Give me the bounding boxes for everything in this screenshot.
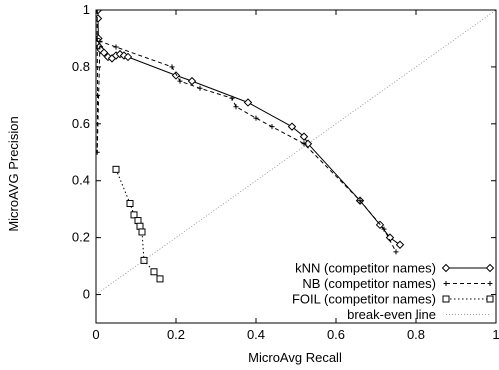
plot-area	[96, 10, 496, 295]
series-line	[96, 10, 397, 253]
data-point	[177, 78, 183, 84]
data-point	[156, 275, 164, 283]
data-point	[97, 38, 103, 44]
legend-label: break-even line	[347, 307, 436, 322]
legend-swatch-marker	[442, 295, 450, 303]
data-point	[123, 52, 133, 62]
data-point	[393, 249, 399, 255]
legend-swatch-marker	[441, 263, 451, 273]
legend-label: kNN (competitor names)	[295, 261, 436, 276]
data-point	[171, 71, 181, 80]
y-tick-label: 0.2	[72, 230, 90, 245]
data-point	[287, 122, 297, 131]
series-line	[97, 10, 401, 246]
data-point	[169, 64, 175, 70]
legend-swatch-marker	[486, 295, 494, 303]
data-point	[138, 228, 146, 236]
y-tick-label: 0	[83, 287, 90, 302]
data-point	[99, 48, 109, 57]
data-point	[357, 198, 363, 204]
axes: 0 0.2 0.4 0.6 0.8 1 0 0.2 0.4 0.6 0.8 1	[72, 2, 499, 342]
x-tick-label: 1	[492, 327, 499, 342]
data-point	[253, 115, 259, 121]
data-point	[113, 44, 119, 50]
x-tick-label: 0	[92, 327, 99, 342]
series-line	[96, 10, 496, 295]
data-point	[96, 92, 101, 98]
x-tick-label: 0.8	[407, 327, 425, 342]
data-point	[269, 124, 275, 130]
legend-swatch-marker	[485, 263, 495, 273]
legend-entry: NB (competitor names)	[302, 276, 493, 291]
data-point	[136, 222, 144, 230]
x-tick-label: 0.6	[327, 327, 345, 342]
data-point	[299, 132, 309, 141]
y-axis-label: MicroAVG Precision	[6, 116, 21, 231]
data-point	[301, 141, 307, 147]
data-point	[96, 35, 100, 41]
legend-label: NB (competitor names)	[302, 276, 436, 291]
series-line	[115, 169, 161, 280]
data-point	[197, 85, 203, 91]
x-tick-label: 0.2	[167, 327, 185, 342]
series-1	[96, 10, 399, 255]
y-tick-label: 0.8	[72, 59, 90, 74]
data-point	[233, 104, 239, 110]
legend-entry: break-even line	[347, 307, 490, 322]
legend-entry: FOIL (competitor names)	[292, 292, 494, 307]
data-point	[140, 256, 148, 264]
y-tick-label: 1	[83, 2, 90, 17]
data-point	[112, 165, 120, 173]
legend-swatch-marker	[443, 281, 449, 286]
series-2	[112, 165, 164, 283]
legend-label: FOIL (competitor names)	[292, 292, 436, 307]
data-point	[381, 226, 387, 232]
legend: kNN (competitor names)NB (competitor nam…	[292, 261, 495, 322]
data-point	[229, 95, 235, 101]
y-tick-label: 0.4	[72, 173, 90, 188]
data-point	[150, 268, 158, 276]
data-point	[187, 76, 197, 86]
plot-frame	[95, 9, 497, 324]
data-point	[126, 199, 134, 207]
data-point	[243, 98, 253, 107]
data-point	[130, 211, 138, 219]
legend-swatch-marker	[487, 281, 493, 286]
y-tick-label: 0.6	[72, 116, 90, 131]
x-axis-label: MicroAvg Recall	[248, 350, 342, 365]
data-point	[96, 149, 100, 155]
series-0	[96, 10, 405, 249]
series-3	[96, 10, 496, 295]
x-tick-label: 0.4	[247, 327, 265, 342]
data-point	[96, 10, 100, 13]
data-point	[134, 217, 142, 225]
legend-entry: kNN (competitor names)	[295, 261, 495, 276]
data-point	[395, 240, 405, 249]
